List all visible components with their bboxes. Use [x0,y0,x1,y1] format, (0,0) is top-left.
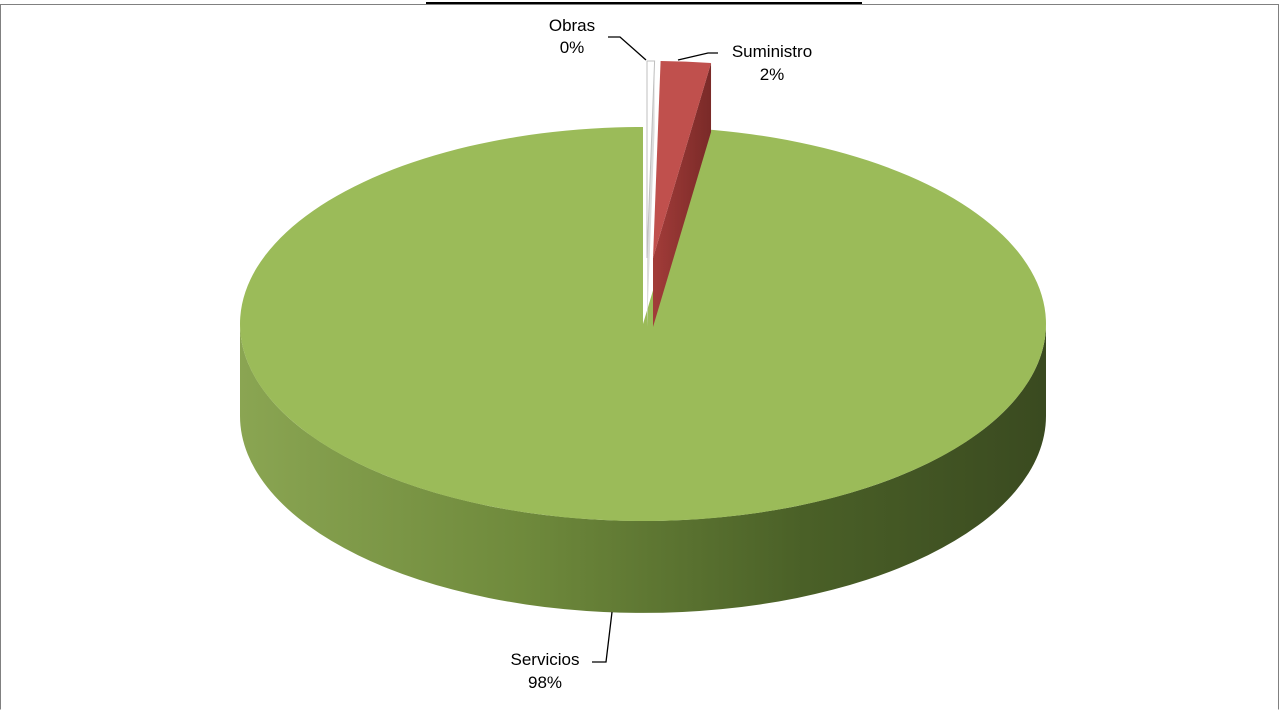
slice-servicios [239,127,1046,521]
leader-servicios [592,611,613,663]
label-suministro-percent: 2% [760,65,785,84]
slice-suministro [653,61,712,258]
label-obras-name: Obras [549,16,595,35]
label-obras-percent: 0% [560,38,585,57]
label-suministro-name: Suministro [732,42,812,61]
label-servicios-percent: 98% [528,673,562,692]
leader-obras [608,36,647,61]
slice-suministro-side [653,63,712,328]
slice-servicios-side [240,324,1046,613]
label-servicios-name: Servicios [511,650,580,669]
leader-suministro [677,52,718,61]
slice-obras-side [647,61,655,327]
slice-obras [646,60,656,259]
